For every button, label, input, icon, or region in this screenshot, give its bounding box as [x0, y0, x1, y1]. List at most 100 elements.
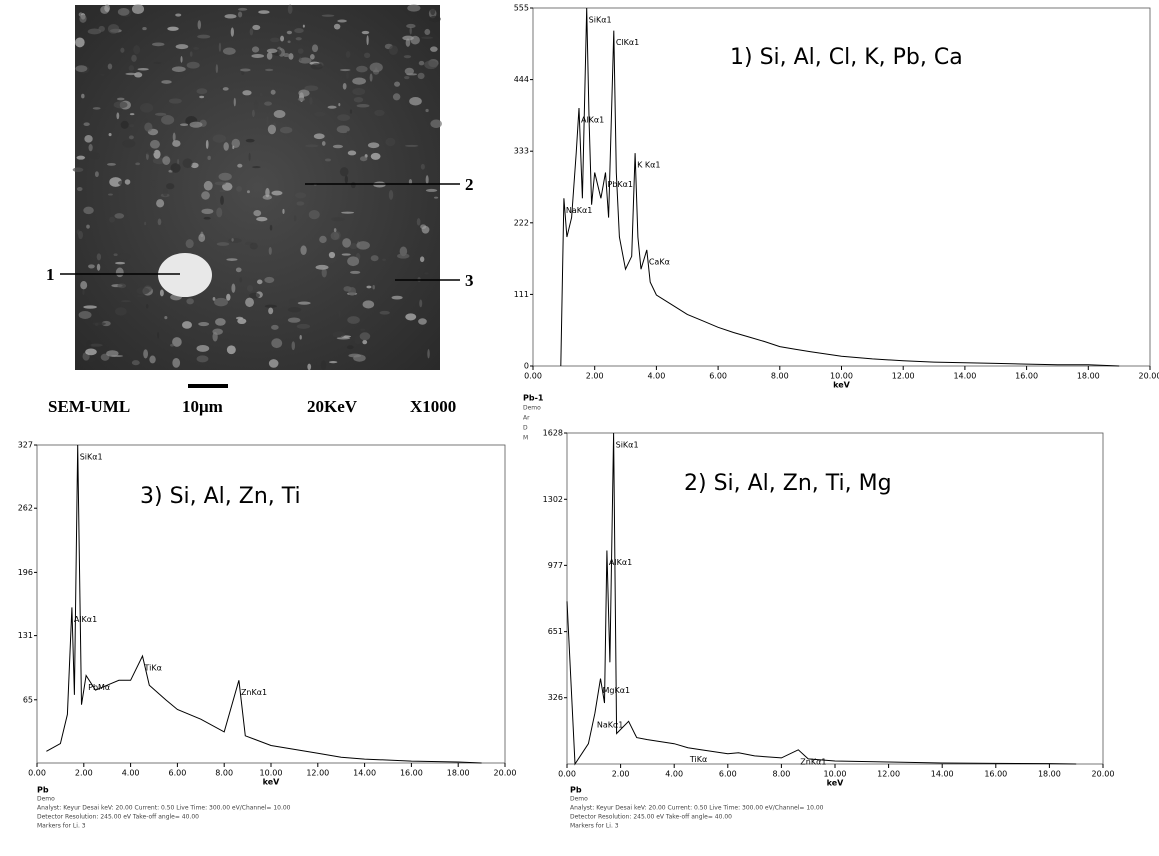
grain: [333, 23, 341, 30]
grain: [135, 162, 140, 166]
grain: [339, 167, 349, 177]
grain: [349, 109, 353, 114]
peak-label: AlKα1: [581, 115, 604, 124]
grain: [307, 363, 312, 371]
grain: [324, 158, 332, 162]
grain: [253, 100, 259, 110]
grain: [162, 187, 168, 197]
grain: [391, 295, 403, 300]
grain: [144, 221, 147, 226]
x-tick-label: 18.00: [1077, 372, 1100, 381]
peak-label: SiKα1: [616, 441, 639, 450]
grain: [337, 19, 347, 23]
grain: [349, 243, 358, 250]
grain: [189, 51, 193, 57]
grain: [86, 224, 90, 229]
grain: [218, 172, 232, 181]
y-tick-label: 651: [548, 627, 563, 636]
grain: [352, 87, 366, 96]
x-tick-label: 10.00: [830, 372, 853, 381]
grain: [235, 316, 244, 320]
grain: [309, 97, 313, 105]
y-tick-label: 222: [514, 218, 529, 227]
grain: [230, 27, 234, 37]
grain: [153, 61, 162, 64]
annotation: 3) Si, Al, Zn, Ti: [140, 484, 301, 509]
grain: [287, 317, 301, 323]
grain: [388, 45, 398, 56]
grain: [248, 152, 251, 161]
grain: [359, 332, 371, 341]
x-tick-label: 8.00: [771, 372, 789, 381]
grain: [266, 52, 273, 60]
peak-label: AlKα1: [609, 558, 632, 567]
grain: [339, 68, 351, 72]
footer-text: Detector Resolution: 245.00 eV Take-off …: [37, 814, 199, 821]
grain: [266, 116, 269, 126]
peak-label: ZnKα1: [800, 757, 826, 766]
grain: [293, 215, 297, 222]
grain: [337, 114, 351, 122]
grain: [369, 73, 373, 82]
grain: [347, 256, 360, 267]
grain: [175, 44, 189, 50]
grain: [269, 224, 273, 231]
grain: [430, 119, 442, 128]
grain: [313, 133, 325, 140]
x-axis-label: keV: [827, 779, 845, 788]
grain: [264, 101, 272, 106]
grain: [136, 294, 145, 298]
sem-texture: [72, 4, 442, 371]
grain: [88, 144, 93, 152]
x-tick-label: 20.00: [1139, 372, 1159, 381]
grain: [228, 238, 242, 243]
x-axis-label: keV: [263, 778, 281, 787]
grain: [144, 118, 148, 123]
grain: [167, 26, 179, 31]
grain: [241, 70, 245, 75]
grain: [87, 28, 102, 35]
sem-label: 3: [465, 271, 474, 290]
grain: [203, 180, 213, 191]
grain: [151, 180, 156, 188]
grain: [346, 345, 354, 350]
footer-text: Demo: [570, 796, 588, 803]
peak-label: SiKα1: [589, 16, 612, 25]
grain: [216, 207, 223, 218]
grain: [338, 102, 341, 107]
grain: [119, 252, 132, 260]
grain: [172, 357, 181, 368]
grain: [75, 65, 88, 73]
grain: [218, 42, 222, 52]
x-tick-label: 6.00: [168, 769, 186, 778]
grain: [288, 298, 296, 306]
grain: [120, 120, 129, 129]
grain: [404, 67, 415, 75]
peak-label: NaKα1: [597, 721, 624, 730]
grain: [172, 337, 182, 347]
y-tick-label: 333: [514, 147, 529, 156]
grain: [296, 323, 311, 329]
grain: [129, 113, 135, 116]
grain: [196, 344, 210, 352]
grain: [379, 310, 390, 315]
grain: [170, 343, 175, 347]
grain: [419, 299, 423, 308]
grain: [405, 313, 417, 321]
grain: [252, 24, 261, 31]
y-tick-label: 0: [524, 362, 529, 371]
x-axis-label: keV: [833, 381, 851, 390]
grain: [78, 230, 83, 240]
grain: [131, 360, 140, 366]
grain: [128, 65, 134, 72]
grain: [264, 304, 277, 308]
spectrum-line: [566, 432, 1077, 766]
grain: [369, 62, 383, 73]
x-tick-label: 12.00: [306, 769, 329, 778]
grain: [316, 359, 322, 366]
grain: [157, 218, 162, 226]
x-tick-label: 6.00: [709, 372, 727, 381]
grain: [203, 216, 211, 220]
grain: [131, 4, 145, 15]
